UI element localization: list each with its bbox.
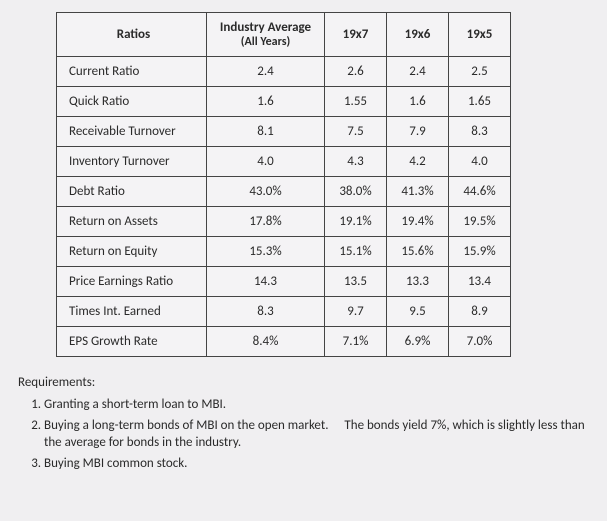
ratio-label: EPS Growth Rate bbox=[57, 327, 207, 357]
table-header-row: Ratios Industry Average (All Years) 19x7… bbox=[57, 13, 511, 57]
col-header-19x7: 19x7 bbox=[325, 13, 387, 57]
ratio-avg: 8.4% bbox=[207, 327, 325, 357]
requirements-list: Granting a short-term loan to MBI. Buyin… bbox=[44, 396, 589, 472]
ratio-label: Return on Assets bbox=[57, 207, 207, 237]
ratio-y6: 19.4% bbox=[387, 207, 449, 237]
ratio-y6: 6.9% bbox=[387, 327, 449, 357]
ratio-y6: 41.3% bbox=[387, 177, 449, 207]
ratio-y5: 19.5% bbox=[449, 207, 511, 237]
ratio-avg: 14.3 bbox=[207, 267, 325, 297]
ratio-label: Price Earnings Ratio bbox=[57, 267, 207, 297]
list-item: Buying MBI common stock. bbox=[44, 455, 589, 473]
ratio-y7: 13.5 bbox=[325, 267, 387, 297]
ratio-y5: 13.4 bbox=[449, 267, 511, 297]
table-row: Inventory Turnover 4.0 4.3 4.2 4.0 bbox=[57, 147, 511, 177]
ratio-avg: 4.0 bbox=[207, 147, 325, 177]
ratio-label: Current Ratio bbox=[57, 57, 207, 87]
ratio-y6: 7.9 bbox=[387, 117, 449, 147]
table-row: Return on Assets 17.8% 19.1% 19.4% 19.5% bbox=[57, 207, 511, 237]
ratio-y6: 2.4 bbox=[387, 57, 449, 87]
table-row: Times Int. Earned 8.3 9.7 9.5 8.9 bbox=[57, 297, 511, 327]
ratio-y5: 7.0% bbox=[449, 327, 511, 357]
ratio-y5: 1.65 bbox=[449, 87, 511, 117]
avg-line2: (All Years) bbox=[215, 35, 316, 49]
ratio-y5: 8.9 bbox=[449, 297, 511, 327]
table-row: Quick Ratio 1.6 1.55 1.6 1.65 bbox=[57, 87, 511, 117]
list-item: Buying a long-term bonds of MBI on the o… bbox=[44, 417, 589, 452]
ratio-avg: 17.8% bbox=[207, 207, 325, 237]
list-item: Granting a short-term loan to MBI. bbox=[44, 396, 589, 414]
ratio-avg: 1.6 bbox=[207, 87, 325, 117]
ratio-y6: 1.6 bbox=[387, 87, 449, 117]
col-header-19x6: 19x6 bbox=[387, 13, 449, 57]
table-row: Return on Equity 15.3% 15.1% 15.6% 15.9% bbox=[57, 237, 511, 267]
col-header-ratios: Ratios bbox=[57, 13, 207, 57]
ratio-y6: 9.5 bbox=[387, 297, 449, 327]
ratio-y7: 9.7 bbox=[325, 297, 387, 327]
table-row: Price Earnings Ratio 14.3 13.5 13.3 13.4 bbox=[57, 267, 511, 297]
ratio-y6: 13.3 bbox=[387, 267, 449, 297]
ratio-y7: 7.5 bbox=[325, 117, 387, 147]
ratio-y7: 19.1% bbox=[325, 207, 387, 237]
avg-line1: Industry Average bbox=[220, 20, 311, 35]
col-header-19x5: 19x5 bbox=[449, 13, 511, 57]
ratio-y7: 15.1% bbox=[325, 237, 387, 267]
ratio-label: Quick Ratio bbox=[57, 87, 207, 117]
col-header-industry-avg: Industry Average (All Years) bbox=[207, 13, 325, 57]
ratio-label: Receivable Turnover bbox=[57, 117, 207, 147]
ratio-y7: 1.55 bbox=[325, 87, 387, 117]
ratio-y6: 15.6% bbox=[387, 237, 449, 267]
ratio-avg: 43.0% bbox=[207, 177, 325, 207]
ratio-y7: 2.6 bbox=[325, 57, 387, 87]
table-row: EPS Growth Rate 8.4% 7.1% 6.9% 7.0% bbox=[57, 327, 511, 357]
ratio-avg: 15.3% bbox=[207, 237, 325, 267]
ratio-y5: 44.6% bbox=[449, 177, 511, 207]
ratio-y5: 15.9% bbox=[449, 237, 511, 267]
ratios-table-body: Current Ratio 2.4 2.6 2.4 2.5 Quick Rati… bbox=[57, 57, 511, 357]
ratio-y7: 7.1% bbox=[325, 327, 387, 357]
requirements-title: Requirements: bbox=[18, 375, 589, 390]
ratio-avg: 8.3 bbox=[207, 297, 325, 327]
ratio-y7: 38.0% bbox=[325, 177, 387, 207]
ratio-y5: 8.3 bbox=[449, 117, 511, 147]
ratio-label: Return on Equity bbox=[57, 237, 207, 267]
ratio-y7: 4.3 bbox=[325, 147, 387, 177]
table-row: Debt Ratio 43.0% 38.0% 41.3% 44.6% bbox=[57, 177, 511, 207]
ratio-y6: 4.2 bbox=[387, 147, 449, 177]
ratio-label: Times Int. Earned bbox=[57, 297, 207, 327]
table-row: Receivable Turnover 8.1 7.5 7.9 8.3 bbox=[57, 117, 511, 147]
ratio-avg: 2.4 bbox=[207, 57, 325, 87]
ratio-avg: 8.1 bbox=[207, 117, 325, 147]
ratio-y5: 2.5 bbox=[449, 57, 511, 87]
ratios-table: Ratios Industry Average (All Years) 19x7… bbox=[56, 12, 511, 357]
ratio-y5: 4.0 bbox=[449, 147, 511, 177]
ratio-label: Debt Ratio bbox=[57, 177, 207, 207]
table-row: Current Ratio 2.4 2.6 2.4 2.5 bbox=[57, 57, 511, 87]
ratio-label: Inventory Turnover bbox=[57, 147, 207, 177]
